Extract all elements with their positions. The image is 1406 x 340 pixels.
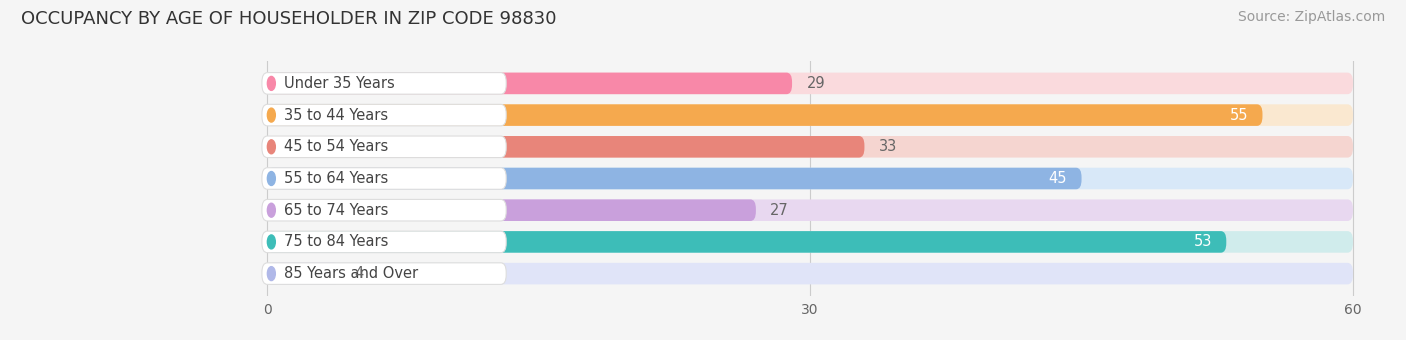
Text: 53: 53 bbox=[1194, 234, 1212, 250]
Text: 75 to 84 Years: 75 to 84 Years bbox=[284, 234, 388, 250]
FancyBboxPatch shape bbox=[267, 73, 1353, 94]
Circle shape bbox=[267, 171, 276, 186]
FancyBboxPatch shape bbox=[267, 168, 1353, 189]
Text: 35 to 44 Years: 35 to 44 Years bbox=[284, 107, 388, 123]
FancyBboxPatch shape bbox=[262, 73, 506, 94]
Text: 4: 4 bbox=[354, 266, 364, 281]
Text: Under 35 Years: Under 35 Years bbox=[284, 76, 395, 91]
FancyBboxPatch shape bbox=[262, 200, 506, 221]
Circle shape bbox=[267, 108, 276, 122]
Circle shape bbox=[267, 140, 276, 154]
FancyBboxPatch shape bbox=[267, 168, 1081, 189]
FancyBboxPatch shape bbox=[267, 104, 1263, 126]
FancyBboxPatch shape bbox=[262, 263, 506, 284]
FancyBboxPatch shape bbox=[262, 136, 506, 157]
FancyBboxPatch shape bbox=[267, 136, 1353, 157]
Text: 55: 55 bbox=[1229, 107, 1249, 123]
FancyBboxPatch shape bbox=[262, 231, 506, 253]
FancyBboxPatch shape bbox=[267, 231, 1353, 253]
Text: 45: 45 bbox=[1049, 171, 1067, 186]
FancyBboxPatch shape bbox=[267, 200, 756, 221]
Text: 27: 27 bbox=[770, 203, 789, 218]
Text: Source: ZipAtlas.com: Source: ZipAtlas.com bbox=[1237, 10, 1385, 24]
Text: 55 to 64 Years: 55 to 64 Years bbox=[284, 171, 388, 186]
FancyBboxPatch shape bbox=[267, 136, 865, 157]
Circle shape bbox=[267, 203, 276, 217]
FancyBboxPatch shape bbox=[262, 104, 506, 126]
Circle shape bbox=[267, 76, 276, 90]
Circle shape bbox=[267, 267, 276, 280]
Text: 45 to 54 Years: 45 to 54 Years bbox=[284, 139, 388, 154]
Text: 29: 29 bbox=[807, 76, 825, 91]
Text: OCCUPANCY BY AGE OF HOUSEHOLDER IN ZIP CODE 98830: OCCUPANCY BY AGE OF HOUSEHOLDER IN ZIP C… bbox=[21, 10, 557, 28]
FancyBboxPatch shape bbox=[267, 200, 1353, 221]
FancyBboxPatch shape bbox=[262, 168, 506, 189]
Circle shape bbox=[267, 235, 276, 249]
Text: 33: 33 bbox=[879, 139, 897, 154]
Text: 65 to 74 Years: 65 to 74 Years bbox=[284, 203, 388, 218]
FancyBboxPatch shape bbox=[267, 104, 1353, 126]
Text: 85 Years and Over: 85 Years and Over bbox=[284, 266, 418, 281]
FancyBboxPatch shape bbox=[267, 231, 1226, 253]
FancyBboxPatch shape bbox=[267, 263, 1353, 284]
FancyBboxPatch shape bbox=[267, 263, 340, 284]
FancyBboxPatch shape bbox=[267, 73, 792, 94]
